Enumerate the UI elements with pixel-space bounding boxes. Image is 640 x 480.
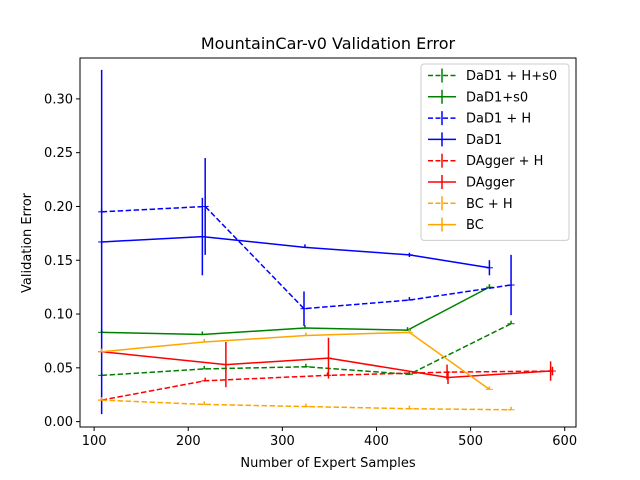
legend-label: DaD1 + H+s0 [466, 69, 557, 84]
plot-area [98, 69, 556, 415]
y-tick-label: 0.10 [44, 308, 73, 323]
legend-item: DaD1 [428, 132, 502, 148]
legend-label: BC + H [466, 197, 513, 212]
x-tick-label: 400 [364, 434, 389, 449]
x-tick-label: 600 [552, 434, 577, 449]
legend-label: DaD1+s0 [466, 90, 528, 105]
legend-item: BC + H [428, 196, 513, 212]
y-tick-label: 0.05 [44, 361, 73, 376]
y-axis: 0.00 0.05 0.10 0.15 0.20 0.25 0.30 [44, 92, 80, 430]
x-tick-label: 300 [270, 434, 295, 449]
x-axis: 100 200 300 400 500 600 [82, 427, 577, 449]
y-tick-label: 0.30 [44, 92, 73, 107]
series-bc-h [98, 397, 515, 411]
legend-item: DAgger + H [428, 153, 543, 169]
y-axis-label: Validation Error [20, 192, 35, 293]
series-bc [98, 329, 493, 390]
y-tick-label: 0.00 [44, 415, 73, 430]
legend-item: DaD1+s0 [428, 89, 528, 105]
axes-frame [79, 57, 577, 428]
legend-item: DaD1 + H+s0 [428, 68, 557, 84]
series-dagger [98, 337, 555, 388]
x-tick-label: 500 [458, 434, 483, 449]
x-tick-label: 200 [176, 434, 201, 449]
x-tick-label: 100 [82, 434, 107, 449]
legend-label: DaD1 + H [466, 112, 531, 127]
chart-title: MountainCar-v0 Validation Error [201, 34, 456, 53]
legend-label: DAgger + H [466, 154, 543, 169]
series-dad1 [98, 69, 493, 415]
y-tick-label: 0.20 [44, 200, 73, 215]
y-tick-label: 0.15 [44, 254, 73, 269]
series-dad1-h-s0 [98, 320, 515, 377]
y-tick-label: 0.25 [44, 146, 73, 161]
legend-item: DAgger [428, 175, 515, 191]
legend-box [420, 63, 570, 241]
legend-label: DaD1 [466, 133, 502, 148]
legend-label: DAgger [466, 176, 515, 191]
x-axis-label: Number of Expert Samples [240, 456, 415, 471]
legend-item: DaD1 + H [428, 111, 531, 127]
legend-item: BC [428, 217, 484, 233]
series-line [101, 205, 512, 310]
legend: DaD1 + H+s0 DaD1+s0 DaD1 + H DaD1 DAgger + H… [420, 63, 570, 241]
legend-label: BC [466, 218, 484, 233]
